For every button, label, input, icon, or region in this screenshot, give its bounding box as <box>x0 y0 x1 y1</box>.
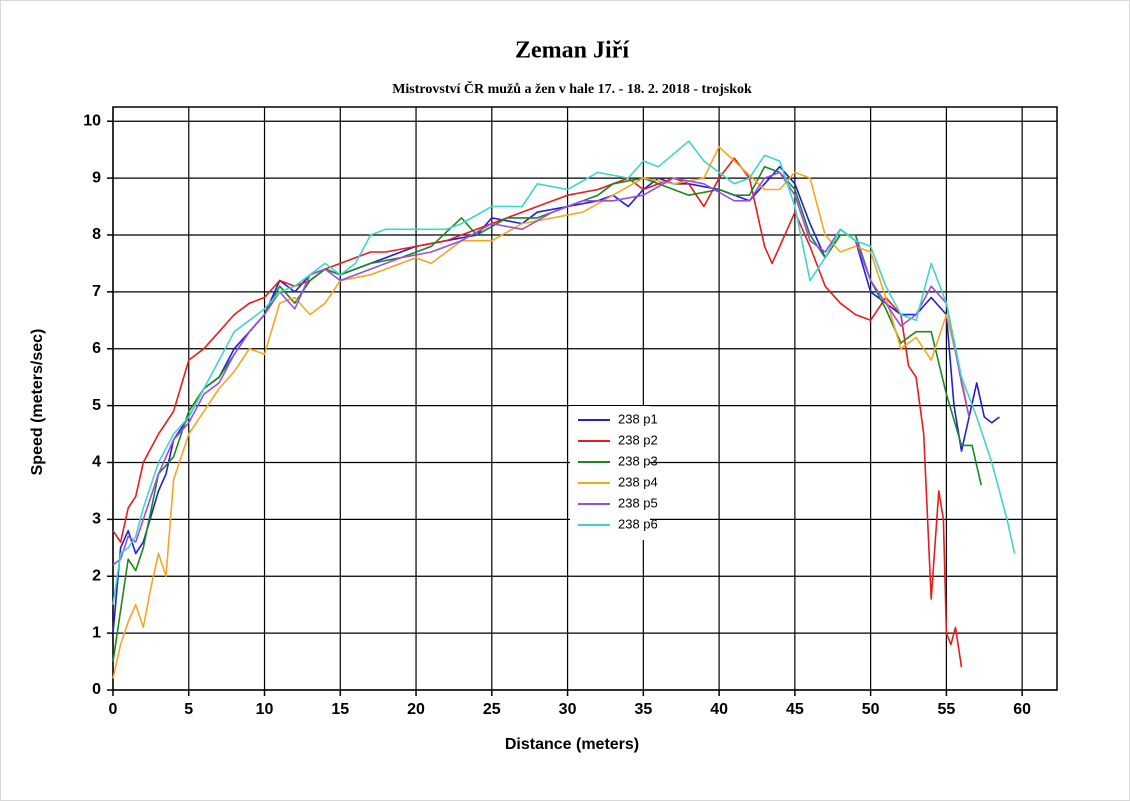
x-tick-label: 50 <box>862 701 880 718</box>
y-tick-label: 8 <box>92 226 101 243</box>
x-tick-label: 35 <box>634 701 652 718</box>
legend-box <box>570 406 650 540</box>
chart-title: Zeman Jiří <box>515 38 629 64</box>
y-tick-label: 5 <box>92 397 101 414</box>
y-tick-label: 3 <box>92 511 101 528</box>
y-axis-label: Speed (meters/sec) <box>29 329 46 476</box>
legend-label: 238 p1 <box>618 411 658 426</box>
legend-label: 238 p3 <box>618 453 658 468</box>
series-line <box>112 157 963 668</box>
y-tick-label: 0 <box>92 681 101 698</box>
x-tick-label: 15 <box>331 701 349 718</box>
x-axis-label: Distance (meters) <box>505 736 639 753</box>
y-tick-label: 4 <box>92 454 101 471</box>
series-line <box>112 146 970 679</box>
y-tick-label: 10 <box>83 112 101 129</box>
x-tick-label: 55 <box>937 701 955 718</box>
plot-frame <box>112 106 1058 691</box>
chart-subtitle: Mistrovství ČR mužů a žen v hale 17. - 1… <box>392 80 752 97</box>
x-tick-label: 30 <box>559 701 577 718</box>
y-tick-label: 9 <box>92 169 101 186</box>
x-tick-label: 10 <box>256 701 274 718</box>
x-tick-label: 40 <box>710 701 728 718</box>
y-tick-label: 7 <box>92 283 101 300</box>
legend-label: 238 p2 <box>618 432 658 447</box>
x-tick-label: 45 <box>786 701 804 718</box>
x-tick-label: 20 <box>407 701 425 718</box>
x-tick-label: 60 <box>1013 701 1031 718</box>
y-tick-label: 6 <box>92 340 101 357</box>
series-line <box>112 171 970 566</box>
x-tick-label: 0 <box>109 701 118 718</box>
series-line <box>112 140 1016 605</box>
legend-label: 238 p5 <box>618 495 658 510</box>
x-tick-label: 5 <box>184 701 193 718</box>
legend-label: 238 p6 <box>618 516 658 531</box>
legend-label: 238 p4 <box>618 474 658 489</box>
y-tick-label: 1 <box>92 624 101 641</box>
y-tick-label: 2 <box>92 567 101 584</box>
x-tick-label: 25 <box>483 701 501 718</box>
